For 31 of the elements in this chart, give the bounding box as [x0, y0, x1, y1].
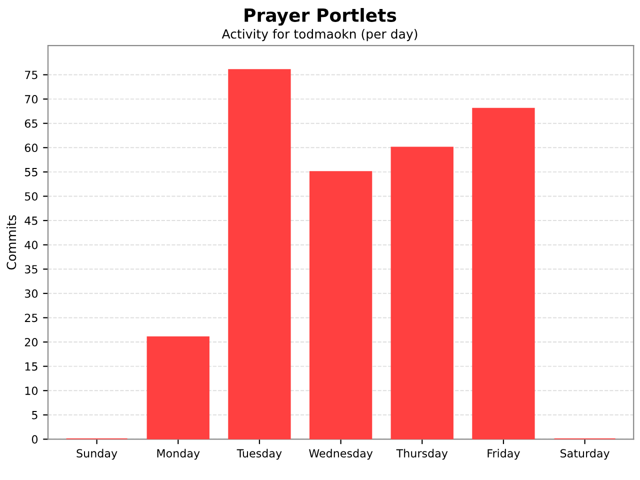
y-tick-label: 75 [25, 70, 38, 80]
bar [228, 69, 291, 440]
bar [472, 108, 535, 440]
y-tick-label: 15 [25, 362, 38, 371]
y-tick-label: 40 [24, 240, 38, 250]
y-tick-label: 5 [32, 411, 38, 420]
y-tick-label: 20 [24, 338, 38, 346]
x-tick-label: Saturday [560, 448, 610, 460]
chart-title: Prayer Portlets [244, 8, 396, 26]
x-tick-label: Monday [157, 448, 200, 460]
y-axis-title: Commits [6, 215, 16, 270]
y-tick-label: 35 [24, 265, 38, 274]
y-tick-label: 0 [32, 435, 38, 444]
x-tick-label: Wednesday [309, 448, 373, 460]
bar [309, 171, 372, 440]
bar [390, 146, 454, 440]
y-tick-label: 60 [24, 144, 38, 152]
y-tick-label: 65 [24, 119, 38, 128]
x-tick-label: Friday [488, 448, 520, 460]
bar [146, 336, 210, 440]
y-tick-label: 55 [24, 168, 38, 176]
y-tick-label: 50 [24, 192, 38, 201]
y-tick-label: 10 [25, 386, 38, 395]
y-tick-label: 30 [24, 289, 38, 298]
x-tick-label: Tuesday [236, 448, 282, 460]
y-tick-label: 25 [24, 314, 38, 322]
y-tick-label: 45 [24, 216, 38, 225]
y-tick-label: 70 [25, 95, 38, 104]
x-tick-label: Thursday [396, 448, 448, 460]
chart-subtitle: Activity for todmaokn (per day) [222, 28, 418, 42]
x-tick-label: Sunday [76, 448, 118, 460]
